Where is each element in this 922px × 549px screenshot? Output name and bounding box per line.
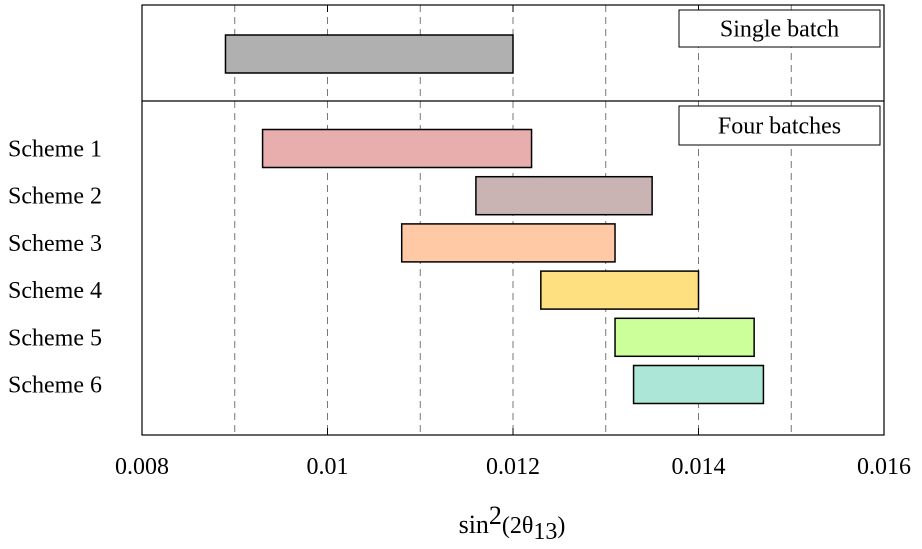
x-tick-label-4: 0.016 [857,454,911,480]
single-batch-bar [224,34,514,74]
x-tick-label-3: 0.014 [672,454,726,480]
scheme-bar-3 [400,223,616,263]
x-tick-label-2: 0.012 [486,454,540,480]
category-label-3: Scheme 3 [8,231,102,257]
category-label-5: Scheme 5 [8,325,102,351]
x-label-open: (2θ [502,513,534,539]
category-labels: Scheme 1 Scheme 2 Scheme 3 Scheme 4 Scheme 5… [8,137,102,399]
single-batch-label: Single batch [720,17,839,43]
scheme-bar-5 [614,317,755,358]
four-batches-label-box [678,105,881,146]
scheme-bar-1 [261,128,533,169]
scheme-bar-4 [540,270,700,310]
x-label-sup: 2 [489,501,502,530]
single-batch-label-box [678,9,881,48]
x-axis-label: sin2(2θ13) [459,501,566,545]
scheme-bar-6 [632,364,765,405]
four-batches-label: Four batches [718,114,841,140]
x-label-base: sin [459,510,489,539]
x-tick-label-1: 0.01 [307,454,349,480]
scheme-bar-2 [475,175,653,216]
x-tick-label-0: 0.008 [115,454,169,480]
x-label-sub: 13 [533,519,557,545]
category-label-6: Scheme 6 [8,373,102,399]
x-ticks: 0.008 0.01 0.012 0.014 0.016 [115,5,911,480]
category-label-4: Scheme 4 [8,278,102,304]
category-label-1: Scheme 1 [8,137,102,163]
x-label-close: ) [557,513,565,539]
category-label-2: Scheme 2 [8,184,102,210]
panel-labels: Single batch Four batches [678,9,881,146]
range-bars [224,34,765,405]
